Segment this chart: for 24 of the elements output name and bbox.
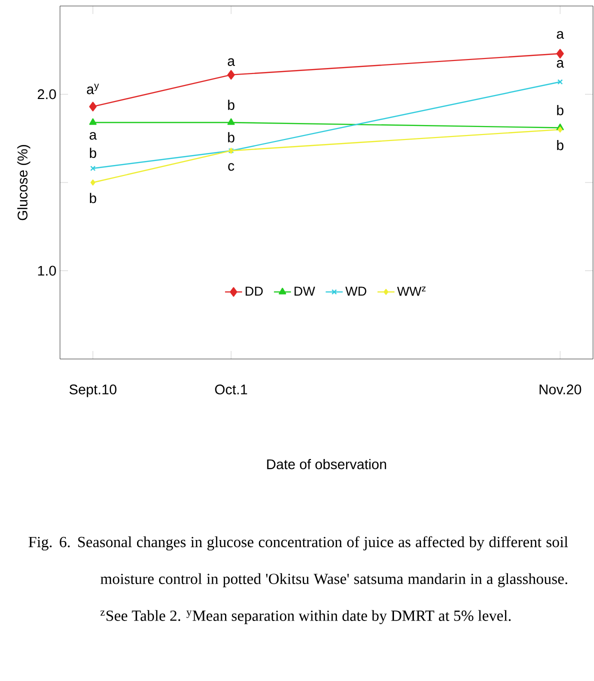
annotation: a [556, 31, 564, 39]
x-axis-title: Date of observation [267, 458, 386, 470]
y-tick-label: 2.0 [38, 89, 56, 100]
y-tick-label: 1.0 [38, 266, 56, 276]
annotation: b [90, 148, 96, 158]
annotation: b [557, 105, 564, 116]
annotation: b [228, 132, 234, 142]
annotation: b [557, 140, 564, 150]
text: Fig. 6. Seasonal changes in glucose concentration of juice as affected by different soil moisture control in potted 'Okitsu Wase' satsuma mandarin in a glasshouse. $^{z}$See Table 2. $^{y}$Mean separation within date by DMRT at 5% level. [28, 536, 568, 624]
legend-label: DD [246, 286, 263, 296]
legend-label: WW$^{z}$ [397, 286, 426, 296]
y-axis-title: Glucose (%) [17, 145, 30, 220]
legend-label: DW [294, 286, 316, 296]
annotation: c [228, 163, 234, 171]
annotation: b [228, 100, 234, 110]
x-tick-label: Sept.10 [70, 384, 116, 398]
annotation: a [228, 58, 235, 66]
annotation: b [90, 192, 96, 204]
annotation: a [90, 132, 97, 140]
x-tick-label: Nov.20 [540, 384, 582, 394]
legend-label: WD [345, 286, 366, 296]
annotation: a [556, 60, 564, 68]
x-tick-label: Oct.1 [215, 384, 248, 394]
annotation: a$^{y}$ [86, 84, 99, 94]
